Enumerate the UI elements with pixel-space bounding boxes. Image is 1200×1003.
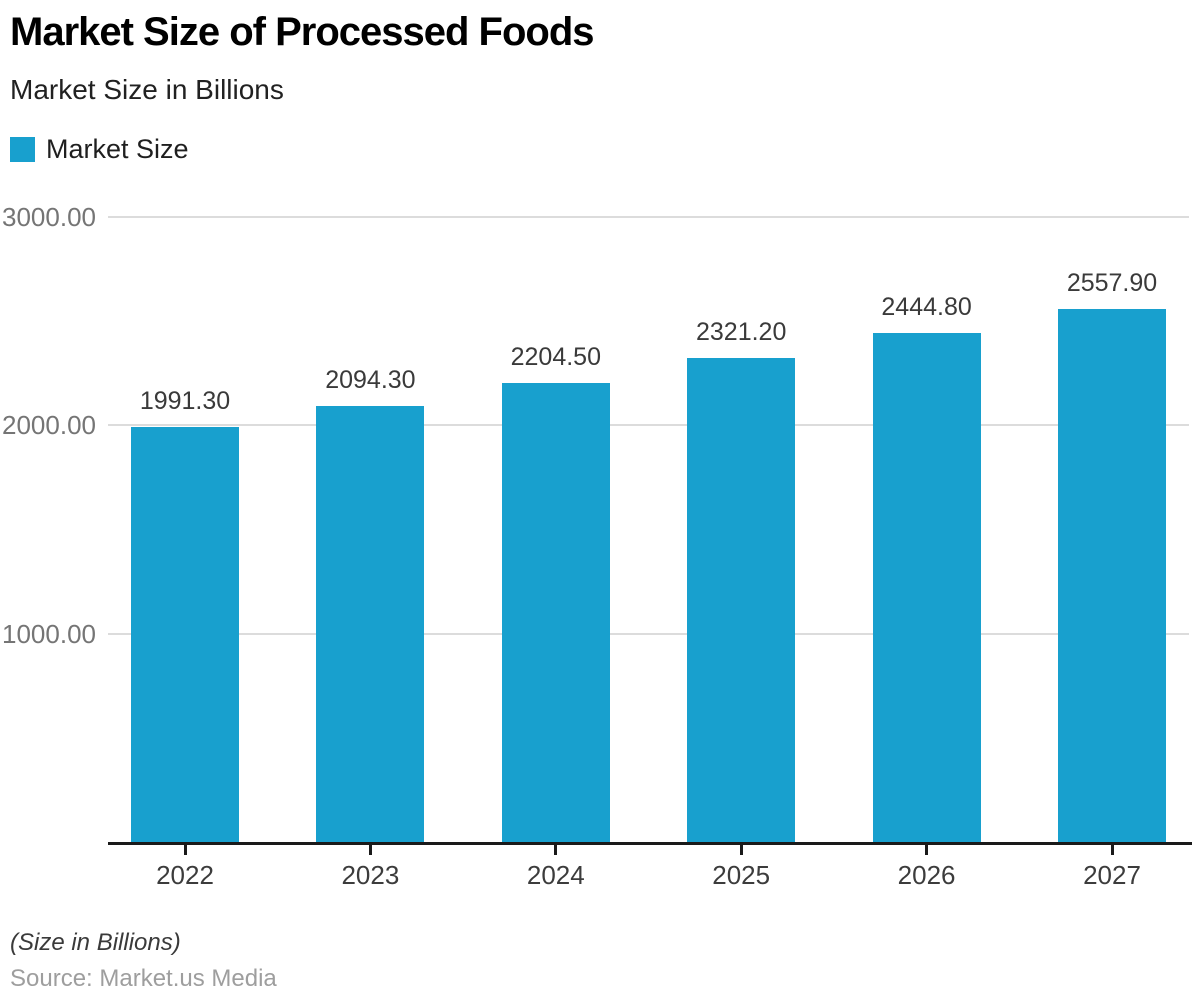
x-axis-tick (368, 845, 372, 855)
gridline (108, 632, 1189, 635)
chart-subtitle: Market Size in Billions (10, 74, 284, 105)
gridline (108, 216, 1189, 218)
bar-value-label: 1991.30 (139, 387, 231, 416)
bar-value-label: 2204.50 (510, 342, 601, 371)
bar-value-label: 2321.20 (696, 318, 787, 347)
x-axis-line (108, 842, 1192, 845)
legend: Market Size (10, 134, 189, 164)
bar-2026[interactable] (872, 332, 981, 842)
bar-2023[interactable] (316, 405, 425, 842)
y-axis-label: 1000.00 (2, 618, 96, 649)
chart-title: Market Size of Processed Foods (10, 10, 595, 54)
x-axis-tick (925, 845, 929, 855)
footer-note: (Size in Billions) (10, 929, 181, 956)
y-axis-label: 2000.00 (2, 410, 96, 441)
footer-source: Source: Market.us Media (10, 965, 277, 992)
x-axis-tick (183, 845, 187, 855)
x-axis-label: 2022 (156, 860, 214, 890)
bar-value-label: 2557.90 (1066, 269, 1158, 298)
x-axis-tick (739, 845, 743, 855)
bar-2022[interactable] (131, 427, 239, 842)
gridline (108, 424, 1189, 427)
bar-2027[interactable] (1058, 309, 1166, 842)
legend-color-swatch (10, 137, 35, 162)
y-axis-label: 3000.00 (2, 202, 96, 232)
x-axis-label: 2026 (897, 860, 956, 890)
x-axis-label: 2027 (1083, 860, 1141, 890)
legend-label: Market Size (46, 134, 189, 164)
bar-2024[interactable] (501, 382, 610, 842)
x-axis-tick (554, 845, 558, 855)
x-axis-label: 2025 (712, 860, 771, 890)
x-axis-label: 2023 (341, 860, 400, 890)
bar-value-label: 2094.30 (325, 365, 416, 394)
bar-value-label: 2444.80 (881, 292, 972, 321)
x-axis-tick (1110, 845, 1114, 855)
x-axis-label: 2024 (526, 860, 585, 890)
bar-2025[interactable] (687, 358, 796, 842)
